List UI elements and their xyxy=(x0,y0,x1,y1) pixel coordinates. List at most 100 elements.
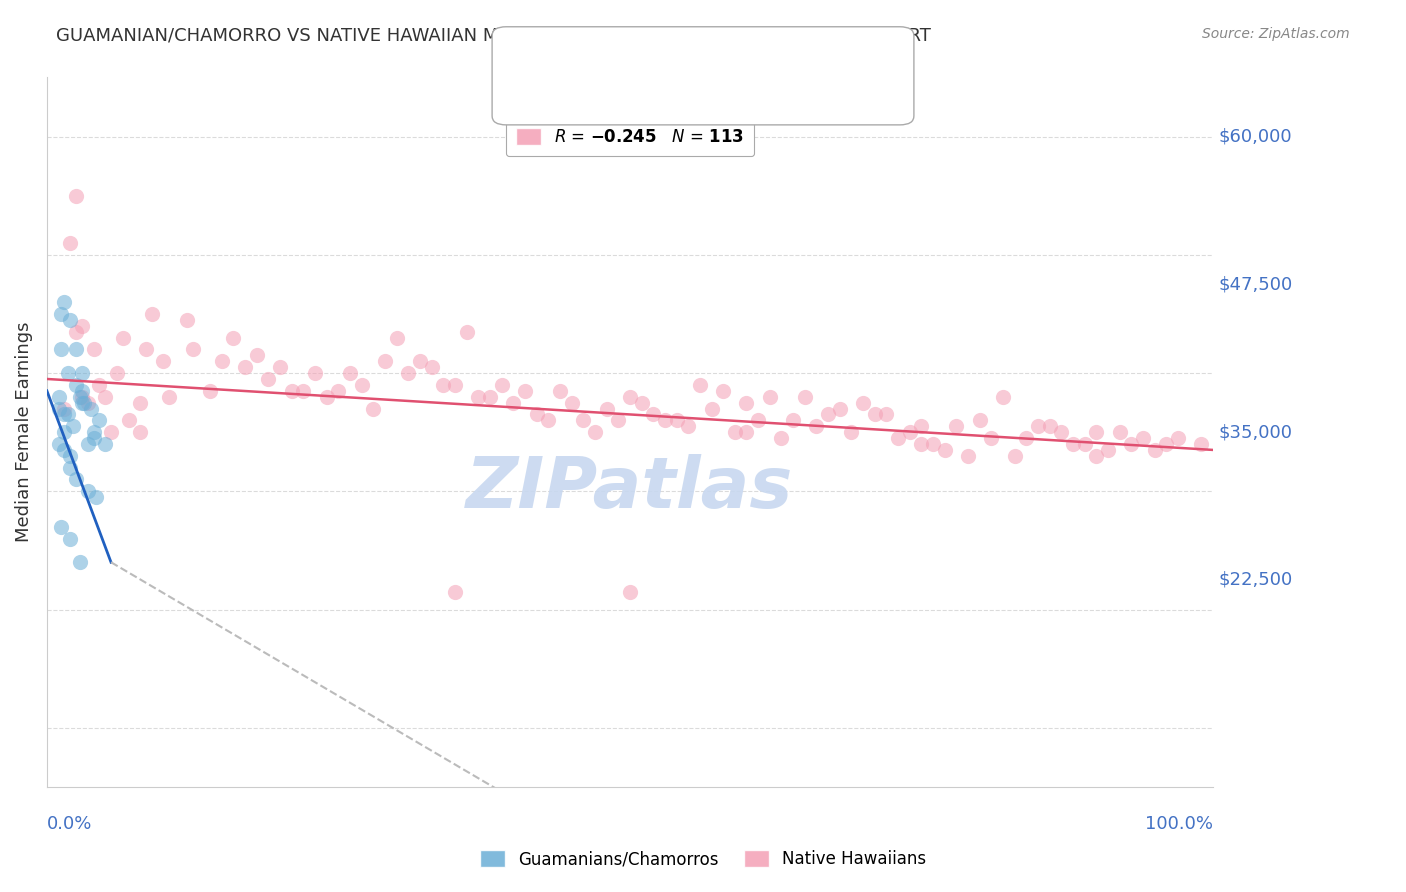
Text: $35,000: $35,000 xyxy=(1219,423,1292,442)
Point xyxy=(56,366,79,380)
Point xyxy=(1108,425,1130,440)
Point xyxy=(135,343,157,357)
Point xyxy=(222,330,245,344)
Point xyxy=(328,384,350,398)
Point xyxy=(246,348,269,362)
Point xyxy=(945,419,967,434)
Point xyxy=(548,384,571,398)
Point xyxy=(59,313,82,327)
Point xyxy=(374,354,396,368)
Point xyxy=(689,377,711,392)
Y-axis label: Median Female Earnings: Median Female Earnings xyxy=(15,322,32,542)
Point xyxy=(759,390,782,404)
Point xyxy=(1004,449,1026,463)
Point xyxy=(292,384,315,398)
Point xyxy=(94,437,117,451)
Point xyxy=(432,377,454,392)
Point xyxy=(70,384,93,398)
Point xyxy=(1039,419,1062,434)
Point xyxy=(396,366,419,380)
Point xyxy=(875,408,897,422)
Point xyxy=(1026,419,1049,434)
Text: GUAMANIAN/CHAMORRO VS NATIVE HAWAIIAN MEDIAN FEMALE EARNINGS CORRELATION CHART: GUAMANIAN/CHAMORRO VS NATIVE HAWAIIAN ME… xyxy=(56,27,931,45)
Point xyxy=(73,395,96,409)
Text: $60,000: $60,000 xyxy=(1219,128,1292,145)
Point xyxy=(83,431,105,445)
Point xyxy=(281,384,304,398)
Point xyxy=(782,413,804,427)
Point xyxy=(53,408,76,422)
Text: Source: ZipAtlas.com: Source: ZipAtlas.com xyxy=(1202,27,1350,41)
Point xyxy=(619,584,641,599)
Point xyxy=(70,390,93,404)
Point xyxy=(53,295,76,310)
Point xyxy=(467,390,489,404)
Point xyxy=(526,408,548,422)
Point xyxy=(934,442,956,457)
Point xyxy=(956,449,979,463)
Point xyxy=(84,490,107,504)
Point xyxy=(887,431,910,445)
Point xyxy=(1073,437,1095,451)
Point xyxy=(1050,425,1073,440)
Point xyxy=(65,188,87,202)
Point xyxy=(910,437,932,451)
Point xyxy=(630,395,652,409)
Point xyxy=(62,419,84,434)
Point xyxy=(711,384,734,398)
Point xyxy=(70,395,93,409)
Point xyxy=(478,390,501,404)
Point xyxy=(676,419,699,434)
Point xyxy=(1167,431,1189,445)
Point xyxy=(100,425,122,440)
Point xyxy=(385,330,408,344)
Point xyxy=(65,377,87,392)
Point xyxy=(898,425,921,440)
Point xyxy=(111,330,134,344)
Point xyxy=(117,413,139,427)
Point xyxy=(176,313,198,327)
Point xyxy=(595,401,617,416)
Text: $47,500: $47,500 xyxy=(1219,276,1294,293)
Point xyxy=(619,390,641,404)
Point xyxy=(770,431,793,445)
Point xyxy=(991,390,1014,404)
Point xyxy=(444,584,467,599)
Point xyxy=(1097,442,1119,457)
Point xyxy=(841,425,863,440)
Point xyxy=(1132,431,1154,445)
Point xyxy=(409,354,432,368)
Point xyxy=(980,431,1002,445)
Point xyxy=(537,413,560,427)
Point xyxy=(80,401,103,416)
Point xyxy=(665,413,688,427)
Point xyxy=(513,384,536,398)
Point xyxy=(643,408,665,422)
Point xyxy=(1143,442,1166,457)
Point xyxy=(56,408,79,422)
Point xyxy=(141,307,163,321)
Legend: $\mathit{R}$ = $\mathbf{-0.497}$   $\mathit{N}$ = $\mathbf{34}$, $\mathit{R}$ = : $\mathit{R}$ = $\mathbf{-0.497}$ $\mathi… xyxy=(506,93,754,156)
Text: 0.0%: 0.0% xyxy=(46,815,93,833)
Point xyxy=(817,408,839,422)
Point xyxy=(65,325,87,339)
Point xyxy=(65,473,87,487)
Legend: Guamanians/Chamorros, Native Hawaiians: Guamanians/Chamorros, Native Hawaiians xyxy=(474,843,932,875)
Point xyxy=(561,395,583,409)
Point xyxy=(70,366,93,380)
Point xyxy=(49,307,72,321)
Point xyxy=(747,413,769,427)
Point xyxy=(89,413,111,427)
Point xyxy=(76,395,98,409)
Point xyxy=(49,520,72,534)
Point xyxy=(181,343,204,357)
Point xyxy=(1189,437,1212,451)
Point xyxy=(53,442,76,457)
Point xyxy=(211,354,233,368)
Point xyxy=(315,390,337,404)
Point xyxy=(233,360,256,375)
Point xyxy=(420,360,443,375)
Point xyxy=(828,401,851,416)
Point xyxy=(53,401,76,416)
Point xyxy=(1085,425,1108,440)
